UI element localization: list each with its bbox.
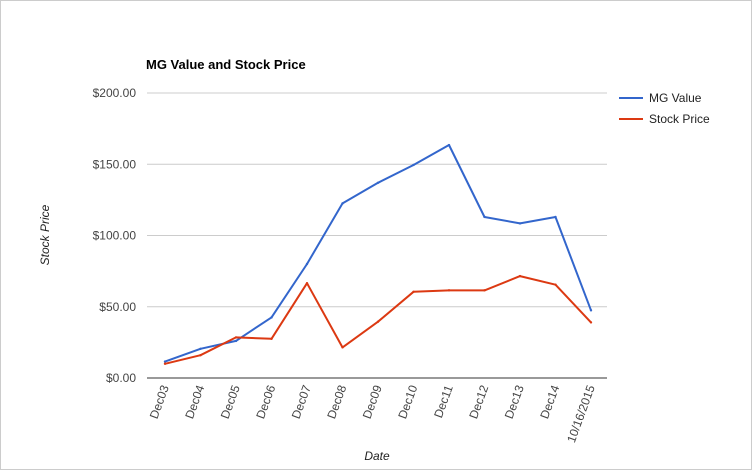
data-point <box>270 337 273 341</box>
data-point <box>483 289 486 292</box>
y-axis-ticks: $0.00 $50.00 $100.00 $150.00 $200.00 <box>93 86 137 385</box>
y-tick-label: $0.00 <box>106 371 136 385</box>
y-tick-label: $200.00 <box>93 86 137 100</box>
legend-label: Stock Price <box>649 112 710 126</box>
data-point <box>234 339 238 343</box>
data-point <box>376 181 380 184</box>
chart-title: MG Value and Stock Price <box>146 57 306 72</box>
x-axis-title: Date <box>364 449 390 463</box>
data-point <box>376 320 380 323</box>
data-point <box>447 143 451 147</box>
data-point <box>341 202 344 205</box>
data-point <box>305 262 309 266</box>
data-point <box>483 215 486 219</box>
gridlines <box>147 92 607 308</box>
legend-label: MG Value <box>649 91 702 105</box>
data-point <box>163 360 167 363</box>
data-point <box>270 316 273 319</box>
data-point <box>412 290 415 293</box>
y-tick-label: $50.00 <box>99 300 136 314</box>
data-point <box>234 336 238 339</box>
data-point <box>199 347 202 350</box>
data-point <box>589 321 593 324</box>
data-point <box>554 215 557 219</box>
data-point <box>589 309 593 312</box>
data-point <box>305 282 309 285</box>
data-point <box>554 283 557 286</box>
data-point <box>518 274 522 278</box>
data-point <box>163 362 167 365</box>
data-point <box>199 354 202 357</box>
y-tick-label: $150.00 <box>93 157 137 171</box>
data-point <box>447 289 451 292</box>
series-lines <box>163 143 593 365</box>
y-tick-label: $100.00 <box>93 229 137 243</box>
data-point <box>518 222 522 225</box>
legend: MG Value Stock Price <box>619 91 710 126</box>
data-point <box>341 346 344 349</box>
y-axis-title: Stock Price <box>38 204 52 265</box>
data-point <box>412 163 415 167</box>
